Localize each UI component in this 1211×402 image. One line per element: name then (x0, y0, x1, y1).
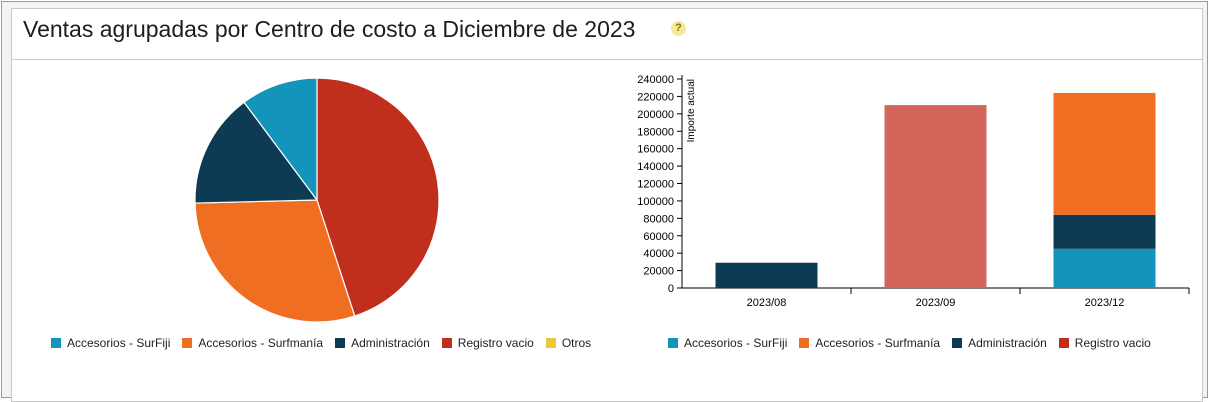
legend-item-surfmania[interactable]: Accesorios - Surfmanía (182, 336, 323, 350)
legend-swatch (335, 338, 346, 348)
bar-segment-registro-vacio (884, 105, 987, 288)
legend-label: Accesorios - SurFiji (67, 336, 171, 350)
pie-slice-accesorios-surfiji (243, 77, 318, 202)
legend-swatch (51, 338, 61, 348)
pie-slice-administracion (194, 101, 319, 204)
legend-swatch (1058, 338, 1069, 348)
page-title: Ventas agrupadas por Centro de costo a D… (23, 16, 636, 42)
legend-item-otros[interactable]: Otros (545, 336, 592, 350)
x-tick-label: 2023/08 (747, 297, 787, 309)
y-tick-label: 140000 (637, 161, 674, 173)
y-tick-label: 220000 (637, 91, 674, 103)
y-tick-label: 160000 (637, 144, 674, 156)
bar-segment-administracion (715, 262, 818, 288)
legend-label: Administración (351, 336, 430, 350)
legend-label: Accesorios - Surfmanía (198, 336, 324, 350)
bar-segment-accesorios-surfiji (1053, 248, 1156, 288)
y-tick-label: 240000 (637, 74, 674, 86)
legend-item-surfiji[interactable]: Accesorios - SurFiji (51, 336, 170, 350)
y-tick-label: 0 (668, 283, 674, 295)
y-axis-label: Importe actual (686, 79, 697, 142)
legend-item-surfmania[interactable]: Accesorios - Surfmanía (799, 336, 940, 350)
legend-label: Accesorios - SurFiji (684, 336, 788, 350)
pie-legend: Accesorios - SurFiji Accesorios - Surfma… (51, 336, 603, 350)
legend-item-administracion[interactable]: Administración (335, 336, 430, 350)
legend-item-administracion[interactable]: Administración (952, 336, 1047, 350)
x-tick-label: 2023/12 (1085, 297, 1125, 309)
legend-label: Registro vacio (1074, 336, 1151, 350)
y-tick-label: 200000 (637, 109, 674, 121)
y-tick-label: 20000 (643, 266, 674, 278)
y-tick-label: 80000 (643, 213, 674, 225)
y-tick-label: 60000 (643, 231, 674, 243)
legend-label: Accesorios - Surfmanía (815, 336, 941, 350)
legend-swatch (668, 338, 678, 348)
pie-slice-registro-vacio (316, 77, 440, 317)
y-tick-label: 100000 (637, 196, 674, 208)
legend-label: Registro vacio (457, 336, 534, 350)
legend-swatch (441, 338, 452, 348)
widget-header: Ventas agrupadas por Centro de costo a D… (12, 9, 1202, 60)
legend-swatch (545, 338, 556, 348)
legend-swatch (182, 338, 193, 348)
y-tick-label: 180000 (637, 126, 674, 138)
bar-segment-administracion (1053, 214, 1156, 249)
y-tick-label: 40000 (643, 248, 674, 260)
legend-swatch (952, 338, 963, 348)
x-tick-label: 2023/09 (916, 297, 956, 309)
legend-label: Administración (968, 336, 1047, 350)
bar-legend: Accesorios - SurFiji Accesorios - Surfma… (668, 336, 1163, 350)
legend-item-surfiji[interactable]: Accesorios - SurFiji (668, 336, 787, 350)
legend-item-registro-vacio[interactable]: Registro vacio (1058, 336, 1151, 350)
legend-label: Otros (561, 336, 592, 350)
bar-segment-accesorios-surfman-a (1053, 92, 1156, 215)
pie-slice-accesorios-surfman-a (194, 199, 356, 323)
legend-swatch (799, 338, 810, 348)
y-tick-label: 120000 (637, 179, 674, 191)
help-icon[interactable]: ? (671, 21, 686, 36)
legend-item-registro-vacio[interactable]: Registro vacio (441, 336, 534, 350)
